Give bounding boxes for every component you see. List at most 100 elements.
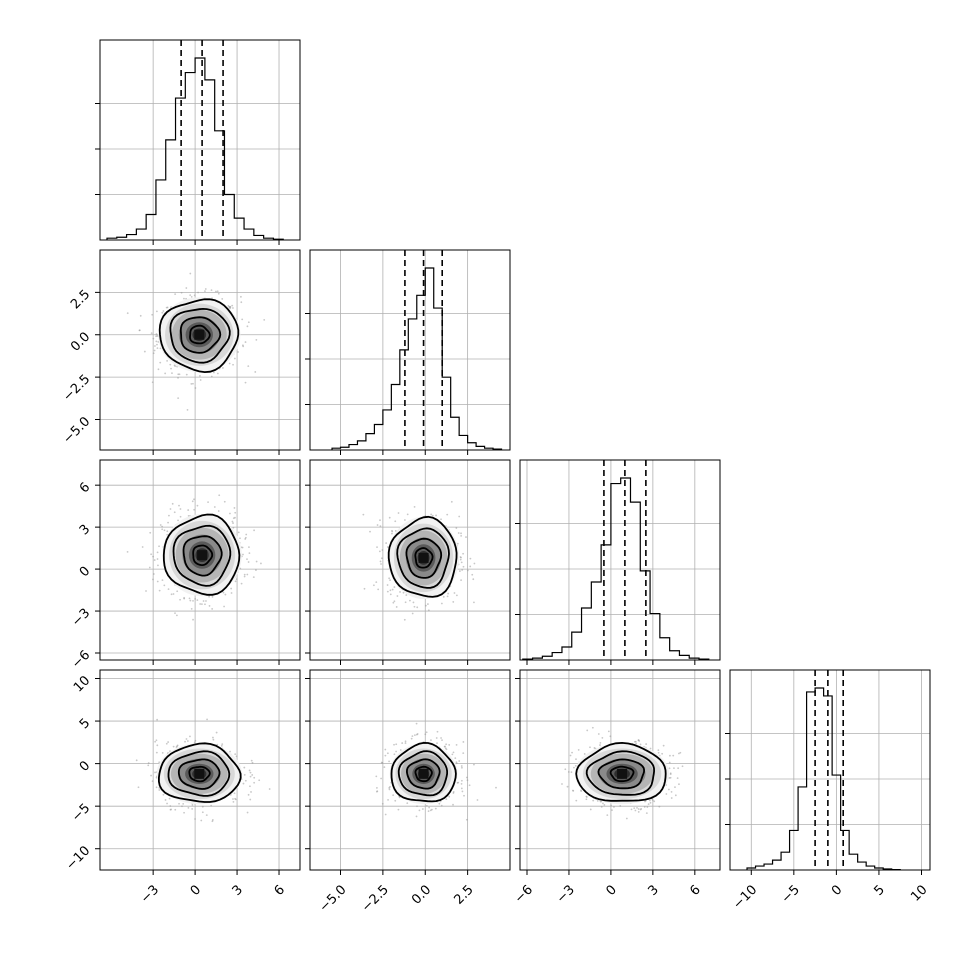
scatter-point xyxy=(380,563,382,565)
scatter-point xyxy=(231,520,234,523)
scatter-point xyxy=(442,595,445,598)
scatter-point xyxy=(393,600,396,603)
scatter-point xyxy=(376,546,378,549)
scatter-point xyxy=(251,761,254,764)
y-tick-label: 5 xyxy=(77,716,93,732)
scatter-point xyxy=(196,504,199,507)
scatter-point xyxy=(406,513,409,516)
scatter-point xyxy=(230,592,233,594)
scatter-point xyxy=(194,739,197,742)
scatter-point xyxy=(639,808,642,811)
scatter-point xyxy=(181,805,183,808)
scatter-point xyxy=(405,594,408,596)
scatter-point xyxy=(156,558,159,560)
scatter-point xyxy=(246,573,249,576)
scatter-point xyxy=(392,601,395,604)
scatter-point xyxy=(229,512,231,515)
scatter-point xyxy=(425,731,428,734)
scatter-point xyxy=(434,807,437,810)
scatter-point xyxy=(630,808,633,811)
scatter-point xyxy=(404,740,407,743)
scatter-point xyxy=(167,521,169,524)
scatter-point xyxy=(452,601,455,603)
scatter-point xyxy=(646,806,649,808)
scatter-point xyxy=(249,771,252,774)
scatter-point xyxy=(589,808,592,811)
scatter-point xyxy=(411,735,414,738)
scatter-point xyxy=(600,805,603,808)
scatter-point xyxy=(415,815,418,818)
scatter-point xyxy=(147,762,150,764)
scatter-point xyxy=(177,519,179,522)
scatter-point xyxy=(388,516,391,519)
scatter-point xyxy=(199,375,201,377)
scatter-point xyxy=(455,527,458,529)
scatter-point xyxy=(669,773,672,776)
scatter-point xyxy=(375,775,378,778)
scatter-point xyxy=(208,595,210,598)
scatter-point xyxy=(161,525,164,528)
scatter-point xyxy=(242,553,244,556)
scatter-point xyxy=(175,746,178,749)
scatter-point xyxy=(649,801,652,804)
scatter-point xyxy=(218,494,221,497)
scatter-point xyxy=(235,755,238,758)
scatter-point xyxy=(387,798,389,801)
scatter-point xyxy=(163,584,166,587)
scatter-point xyxy=(404,742,407,744)
scatter-point xyxy=(165,306,168,309)
scatter-point xyxy=(476,799,479,801)
scatter-point xyxy=(678,783,680,786)
scatter-point xyxy=(254,371,257,373)
panel-frame xyxy=(519,459,721,661)
scatter-point xyxy=(457,781,460,784)
scatter-point xyxy=(635,742,638,745)
scatter-point xyxy=(220,744,223,747)
scatter-point xyxy=(369,530,371,533)
scatter-point xyxy=(451,753,454,756)
scatter-point xyxy=(592,799,595,802)
y-tick-label: −5 xyxy=(69,801,93,825)
scatter-point xyxy=(222,367,224,369)
scatter-point xyxy=(170,593,173,596)
scatter-point xyxy=(246,325,249,328)
x-tick-label: −3 xyxy=(138,882,162,906)
scatter-point xyxy=(239,295,242,298)
scatter-point xyxy=(237,531,240,534)
scatter-point xyxy=(212,738,215,741)
scatter-point xyxy=(454,757,457,760)
contour-line xyxy=(179,316,222,354)
scatter-point xyxy=(196,599,199,602)
scatter-point xyxy=(412,601,415,604)
scatter-point xyxy=(460,532,462,535)
scatter-point xyxy=(158,761,161,764)
scatter-point xyxy=(460,779,463,782)
scatter-point xyxy=(392,794,395,797)
contour-line xyxy=(189,324,211,345)
scatter-point xyxy=(171,502,174,505)
panel-frame xyxy=(519,669,721,871)
scatter-point xyxy=(183,811,185,814)
scatter-point xyxy=(415,733,418,736)
scatter-point xyxy=(564,768,567,771)
x-tick-label: 0.0 xyxy=(409,882,434,907)
scatter-point xyxy=(157,564,159,567)
scatter-point xyxy=(174,808,177,811)
scatter-point xyxy=(462,752,465,754)
scatter-point xyxy=(172,745,175,748)
scatter-point xyxy=(418,809,421,812)
scatter-point xyxy=(465,776,468,779)
contour-line xyxy=(597,758,646,790)
contour-line xyxy=(405,537,443,579)
scatter-point xyxy=(200,819,203,822)
scatter-point xyxy=(672,754,675,757)
scatter-point xyxy=(411,612,414,615)
scatter-point xyxy=(223,605,225,608)
pair-panel-p2-p3: −6 −3 0 3 6 xyxy=(512,669,721,907)
scatter-point xyxy=(589,746,591,749)
scatter-point xyxy=(191,500,194,503)
y-tick-label: 2.5 xyxy=(68,287,93,312)
scatter-point xyxy=(572,789,575,792)
scatter-point xyxy=(164,372,167,375)
scatter-point xyxy=(247,793,250,796)
